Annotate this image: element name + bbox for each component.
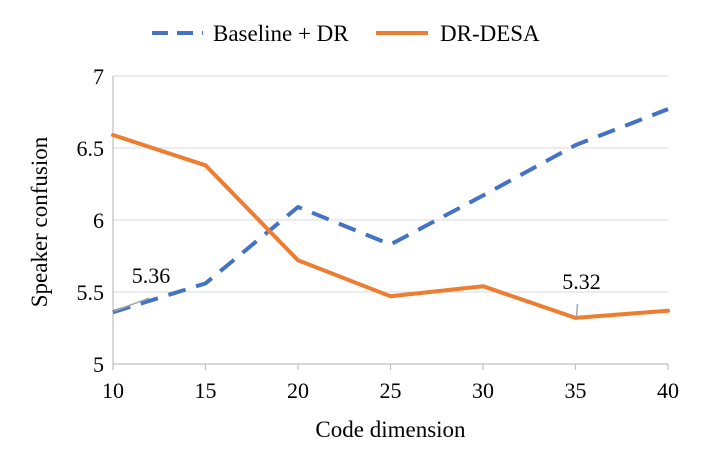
data-annotations: 5.36 5.32 — [113, 263, 601, 317]
y-tick-label: 6.5 — [77, 136, 105, 161]
annotation-leader-line — [575, 303, 579, 317]
x-tick-label: 20 — [287, 378, 309, 403]
legend-label: Baseline + DR — [213, 21, 349, 46]
legend: Baseline + DR DR-DESA — [152, 21, 540, 46]
x-tick-label: 25 — [380, 378, 402, 403]
data-label: 5.32 — [562, 269, 601, 294]
x-tick-label: 15 — [195, 378, 217, 403]
y-tick-label: 5 — [93, 352, 104, 377]
axes: 5 5.5 6 6.5 7 10 15 20 25 30 35 40 — [77, 64, 680, 403]
series-lines — [111, 107, 670, 320]
x-tick-label: 35 — [565, 378, 587, 403]
gridlines — [113, 75, 668, 293]
x-tick-label: 40 — [657, 378, 679, 403]
y-tick-label: 6 — [93, 208, 104, 233]
y-axis-title: Speaker confusion — [27, 136, 52, 307]
annotation-leader-line — [113, 297, 150, 312]
legend-label: DR-DESA — [440, 21, 540, 46]
x-axis-title: Code dimension — [315, 417, 466, 442]
x-tick-label: 30 — [472, 378, 494, 403]
series-line-dr-desa — [111, 133, 670, 320]
y-tick-label: 5.5 — [77, 280, 105, 305]
series-line-baseline-dr — [112, 107, 669, 315]
data-label: 5.36 — [132, 263, 171, 288]
x-tick-label: 10 — [102, 378, 124, 403]
y-tick-label: 7 — [93, 64, 104, 89]
